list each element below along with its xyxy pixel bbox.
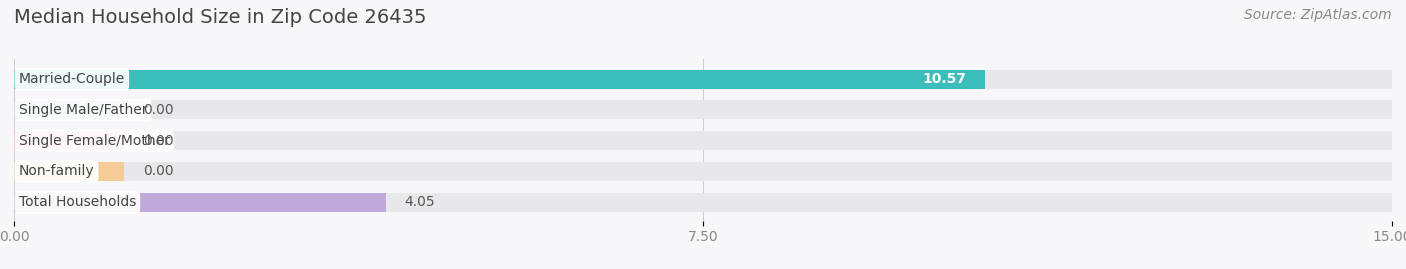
Text: Single Male/Father: Single Male/Father bbox=[18, 103, 148, 117]
Bar bbox=[14, 162, 1392, 181]
Text: Total Households: Total Households bbox=[18, 195, 136, 209]
Bar bbox=[14, 162, 124, 181]
Text: 0.00: 0.00 bbox=[142, 134, 173, 148]
Bar bbox=[14, 100, 124, 119]
Text: Source: ZipAtlas.com: Source: ZipAtlas.com bbox=[1244, 8, 1392, 22]
Text: Non-family: Non-family bbox=[18, 164, 94, 178]
Text: 0.00: 0.00 bbox=[142, 164, 173, 178]
Text: 10.57: 10.57 bbox=[922, 72, 967, 86]
Bar bbox=[14, 131, 124, 150]
Bar bbox=[14, 100, 1392, 119]
Text: Median Household Size in Zip Code 26435: Median Household Size in Zip Code 26435 bbox=[14, 8, 426, 27]
Bar bbox=[14, 193, 387, 212]
Text: 4.05: 4.05 bbox=[405, 195, 434, 209]
Bar bbox=[14, 70, 1392, 89]
Text: Single Female/Mother: Single Female/Mother bbox=[18, 134, 170, 148]
Bar bbox=[14, 70, 986, 89]
Bar bbox=[14, 193, 1392, 212]
Text: 0.00: 0.00 bbox=[142, 103, 173, 117]
Bar bbox=[14, 131, 1392, 150]
Text: Married-Couple: Married-Couple bbox=[18, 72, 125, 86]
